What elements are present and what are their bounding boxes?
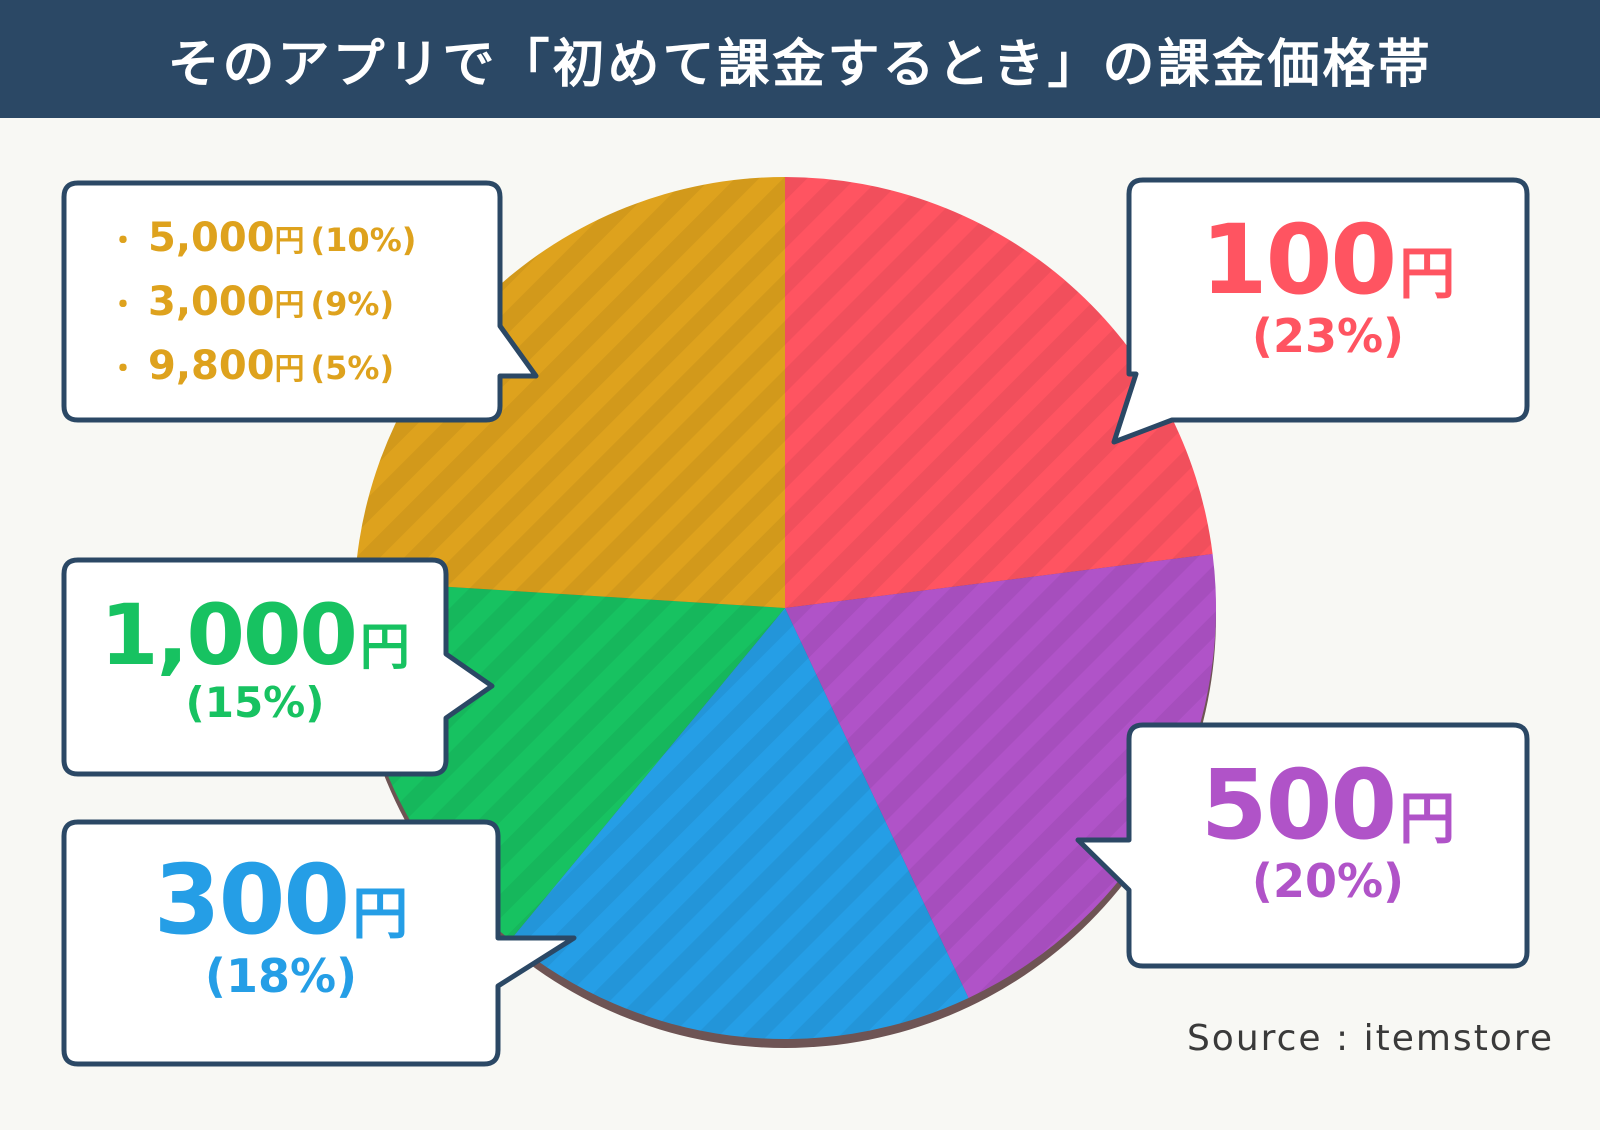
label-300: 300 円 (18%) <box>64 852 498 1006</box>
list-item: ・ 3,000円 (9%) <box>108 279 395 325</box>
label-1000-value: 1,000 <box>100 586 358 684</box>
label-100-value: 100 <box>1200 204 1397 316</box>
label-300-value: 300 <box>153 844 350 956</box>
source-note: Source : itemstore <box>1186 1018 1554 1059</box>
label-100-percent: (23%) <box>1251 309 1405 363</box>
label-1000-percent: (15%) <box>185 678 325 727</box>
label-500-value: 500 <box>1200 749 1397 861</box>
title-bar: そのアプリで「初めて課金するとき」の課金価格帯 <box>0 0 1600 118</box>
others-list: ・ 5,000円 (10%) ・ 3,000円 (9%) ・ 9,800円 (5%) <box>108 208 416 400</box>
label-500-percent: (20%) <box>1251 854 1405 908</box>
list-item: ・ 5,000円 (10%) <box>108 215 417 261</box>
label-100: 100 円 (23%) <box>1129 212 1527 366</box>
label-500: 500 円 (20%) <box>1129 757 1527 911</box>
label-300-percent: (18%) <box>204 949 358 1003</box>
list-item: ・ 9,800円 (5%) <box>108 343 395 389</box>
label-1000: 1,000 円 (15%) <box>64 593 446 730</box>
chart-title: そのアプリで「初めて課金するとき」の課金価格帯 <box>167 34 1433 95</box>
